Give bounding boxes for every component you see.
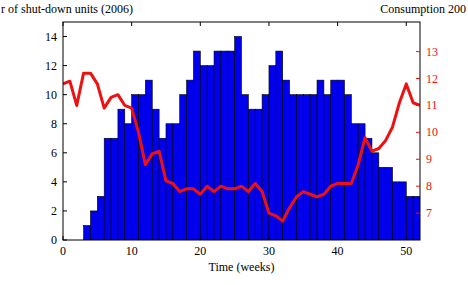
x-tick	[200, 236, 201, 240]
y2-tick-label: 10	[426, 125, 438, 139]
histogram-bar	[386, 167, 393, 240]
x-tick	[131, 22, 132, 26]
histogram-bar	[173, 124, 180, 240]
histogram-bar	[242, 95, 249, 240]
x-tick-label: 20	[194, 244, 206, 258]
histogram-bar	[365, 138, 372, 240]
histogram-bar	[344, 95, 351, 240]
x-tick	[268, 22, 269, 26]
y2-axis-label: Consumption 200	[380, 2, 466, 16]
x-tick	[131, 236, 132, 240]
y-tick-label: 0	[51, 233, 57, 247]
x-tick	[200, 22, 201, 26]
histogram-bar	[139, 95, 146, 240]
y-tick	[63, 181, 67, 182]
x-tick	[406, 22, 407, 26]
chart: 0 10 20 30 40 50 0 2 4 6 8 10 12 14 7 8 9 10 11 12 13 Time (w…	[0, 0, 468, 285]
histogram-bar	[90, 211, 97, 240]
histogram-bar	[207, 66, 214, 240]
histogram-bar	[235, 37, 242, 240]
y2-tick-label: 8	[426, 179, 432, 193]
histogram-bar	[317, 80, 324, 240]
y-tick	[63, 152, 67, 153]
y-tick-label: 8	[51, 117, 57, 131]
histogram-bar	[310, 95, 317, 240]
y2-tick	[416, 213, 420, 214]
histogram-bar	[290, 95, 297, 240]
y-tick	[63, 240, 67, 241]
histogram-bar	[413, 196, 420, 240]
histogram-bar	[193, 51, 200, 240]
y2-tick	[416, 186, 420, 187]
histogram-bar	[399, 182, 406, 240]
x-tick-label: 30	[263, 244, 275, 258]
histogram-bar	[393, 182, 400, 240]
histogram-bar	[406, 196, 413, 240]
histogram-bar	[262, 95, 269, 240]
histogram-bar	[338, 80, 345, 240]
x-axis-label: Time (weeks)	[209, 260, 275, 274]
histogram-bar	[180, 95, 187, 240]
y2-tick-label: 11	[426, 98, 438, 112]
y2-tick-label: 12	[426, 72, 438, 86]
histogram-bar	[104, 138, 111, 240]
y2-tick	[416, 132, 420, 133]
y-tick-label: 2	[51, 204, 57, 218]
histogram-bar	[221, 51, 228, 240]
y-tick	[63, 65, 67, 66]
y-tick	[63, 94, 67, 95]
x-tick-label: 10	[126, 244, 138, 258]
histogram-bar	[84, 225, 91, 240]
histogram-bar	[118, 109, 125, 240]
y2-tick	[416, 105, 420, 106]
x-tick	[63, 236, 64, 240]
histogram-bar	[331, 80, 338, 240]
y-axis-label: r of shut-down units (2006)	[1, 2, 133, 16]
plot-area	[63, 37, 420, 240]
y2-tick-label: 9	[426, 152, 432, 166]
y-tick	[63, 210, 67, 211]
histogram-bar	[303, 95, 310, 240]
y-tick-label: 4	[51, 175, 57, 189]
x-tick	[268, 236, 269, 240]
histogram-bar	[125, 124, 132, 240]
y2-tick-label: 13	[426, 45, 438, 59]
y-tick	[63, 123, 67, 124]
y2-tick	[416, 78, 420, 79]
y-tick	[63, 36, 67, 37]
histogram-bar	[200, 66, 207, 240]
histogram-bar	[372, 153, 379, 240]
histogram-bar	[324, 95, 331, 240]
histogram-bar	[214, 51, 221, 240]
frame	[63, 22, 420, 240]
y2-tick	[416, 159, 420, 160]
y-tick-label: 14	[45, 30, 57, 44]
x-tick	[337, 22, 338, 26]
y2-tick-label: 7	[426, 206, 432, 220]
y-tick-label: 10	[45, 88, 57, 102]
y-tick-label: 12	[45, 59, 57, 73]
x-tick-label: 40	[332, 244, 344, 258]
x-tick	[63, 22, 64, 26]
histogram-bar	[379, 167, 386, 240]
histogram-bar	[152, 109, 159, 240]
histogram-bar	[296, 95, 303, 240]
histogram-bar	[187, 80, 194, 240]
x-tick-label: 0	[60, 244, 66, 258]
histogram-bar	[248, 109, 255, 240]
histogram-bar	[111, 138, 118, 240]
y-tick-label: 6	[51, 146, 57, 160]
consumption-line	[63, 73, 420, 221]
x-tick	[406, 236, 407, 240]
histogram-bar	[228, 51, 235, 240]
x-tick-label: 50	[400, 244, 412, 258]
histogram-bar	[97, 196, 104, 240]
histogram-bar	[255, 109, 262, 240]
x-tick	[337, 236, 338, 240]
histogram-bar	[276, 51, 283, 240]
y2-tick	[416, 51, 420, 52]
